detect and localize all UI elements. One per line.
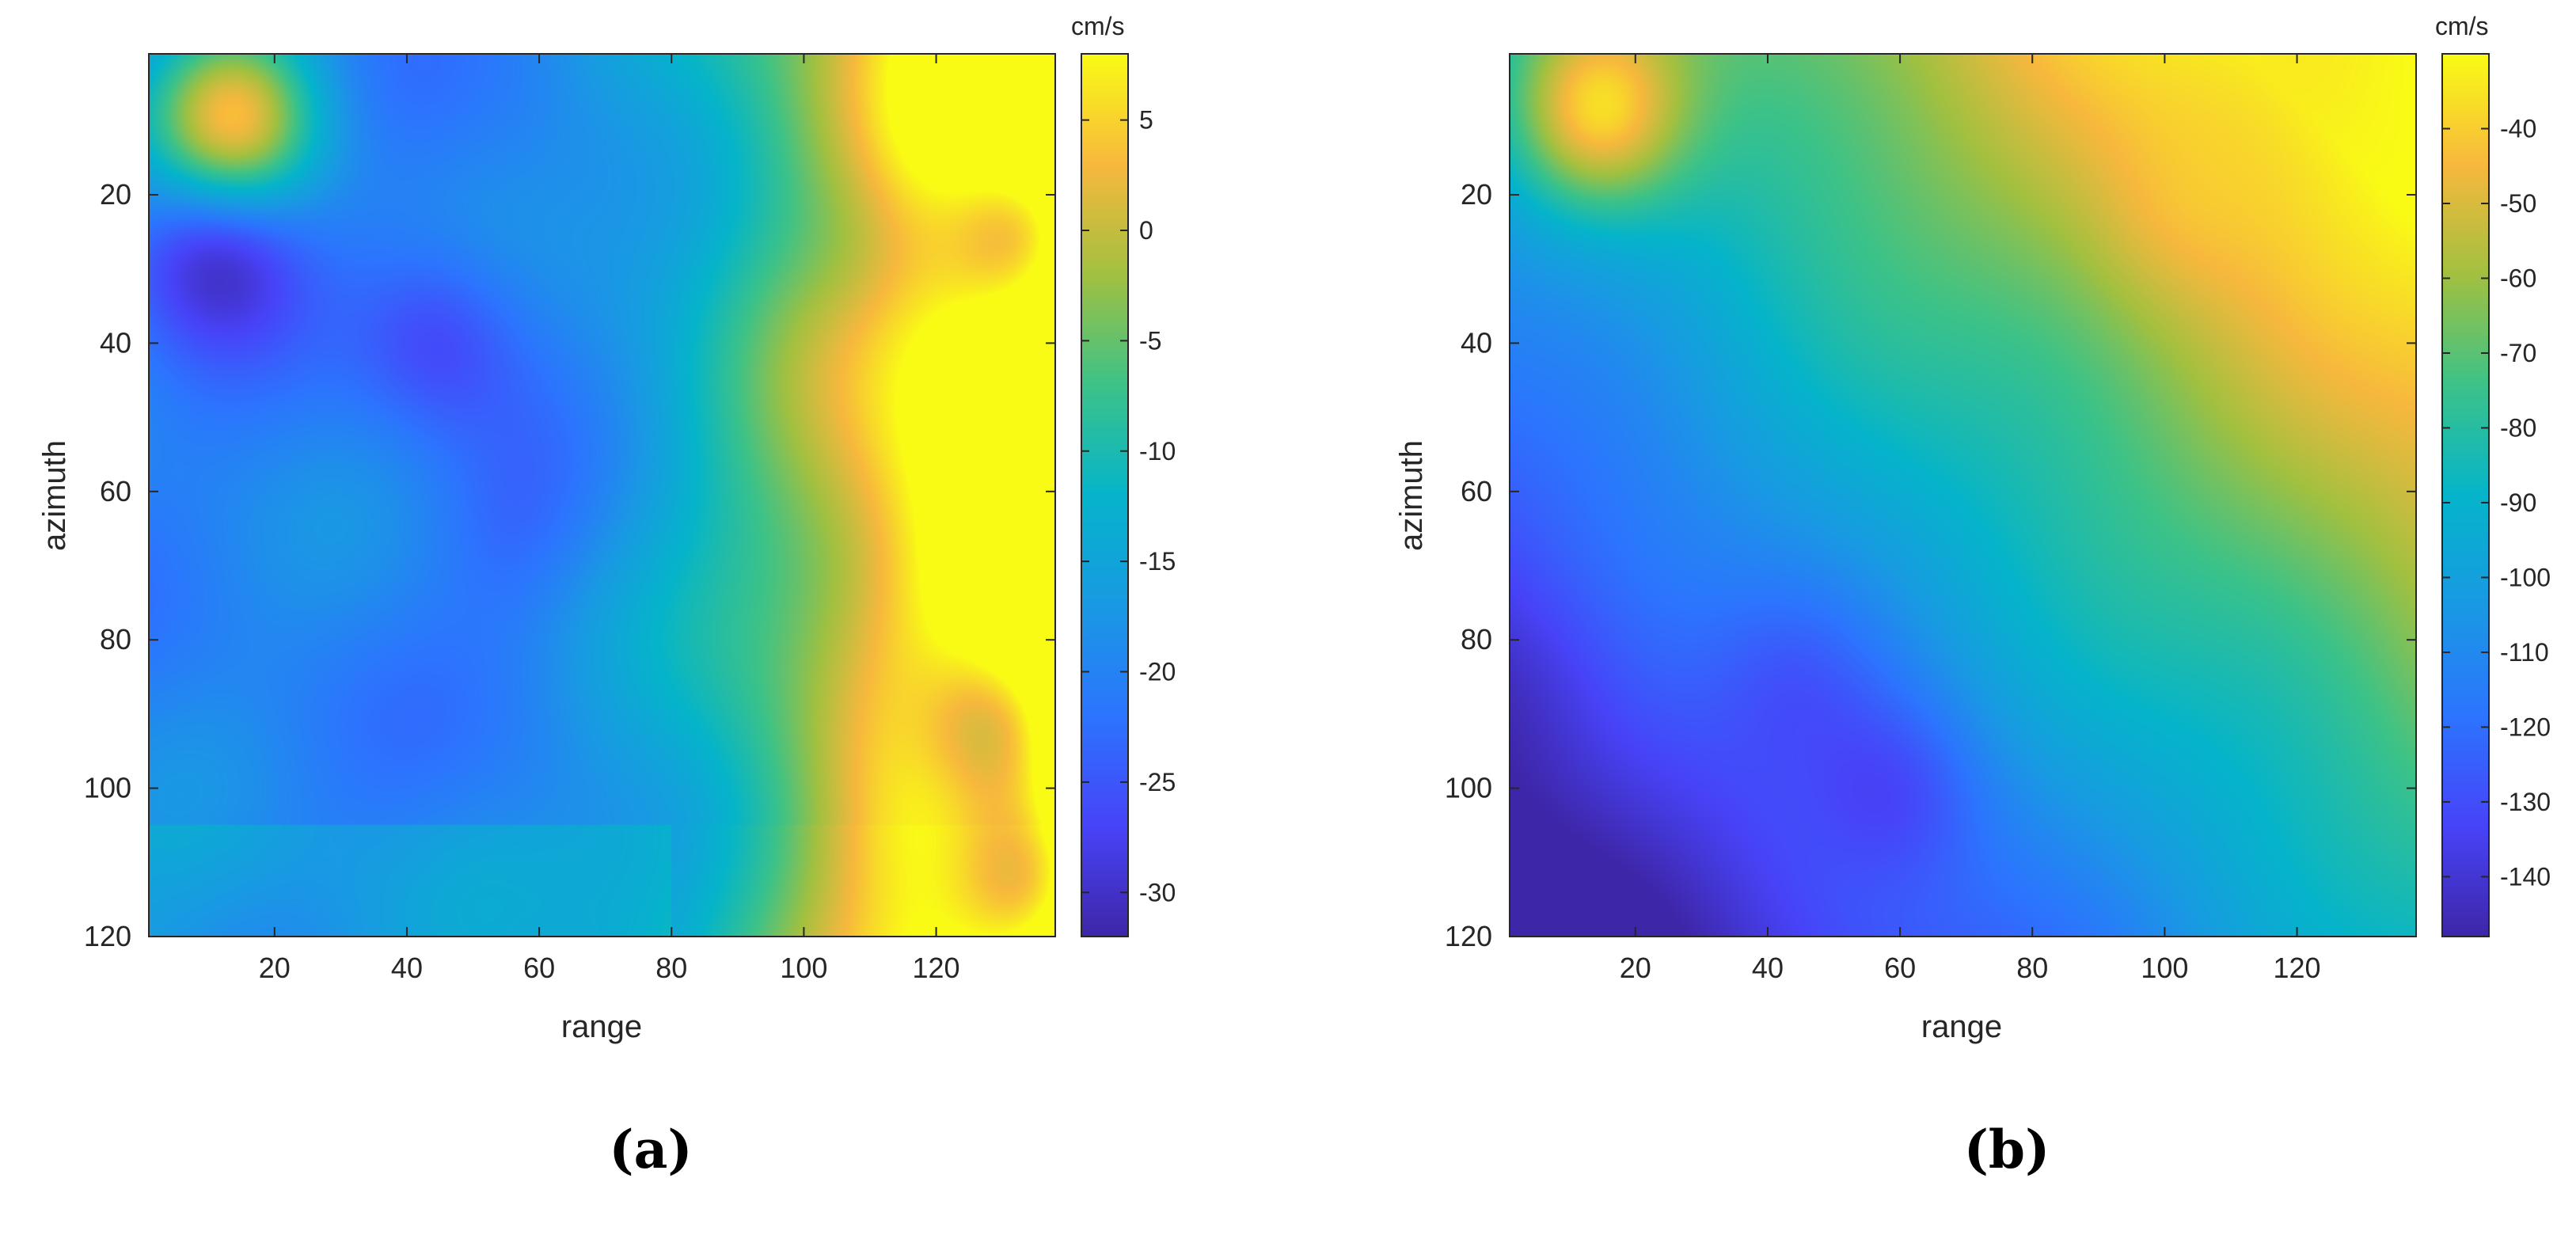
- y-tick-label: 80: [100, 623, 131, 656]
- x-tick-label: 80: [2016, 952, 2048, 984]
- colorbar-ticks-b: -40 -50 -60 -70 -80 -90 -100 -110 -120 -130 -140: [2442, 114, 2551, 891]
- colorbar-unit-a: cm/s: [1071, 12, 1125, 40]
- x-tick-label: 20: [1620, 952, 1651, 984]
- colorbar-tick-label: -80: [2500, 413, 2536, 442]
- colorbar-tick-label: -140: [2500, 862, 2551, 891]
- y-tick-label: 100: [1445, 772, 1492, 804]
- x-tick-label: 60: [523, 952, 555, 984]
- colorbar-tick-label: -120: [2500, 712, 2551, 741]
- colorbar-a: cm/s 5 0 -5 -10 -15 -20 -25 -30: [1071, 12, 1176, 937]
- axes-b: 20 40 60 80 100 120 20 40 60 80 100 120: [1445, 54, 2416, 984]
- colorbar-tick-label: -60: [2500, 264, 2536, 292]
- x-tick-label: 100: [780, 952, 827, 984]
- colorbar-tick-label: -90: [2500, 488, 2536, 517]
- y-tick-label: 80: [1461, 623, 1492, 656]
- colorbar-tick-label: -10: [1139, 437, 1176, 466]
- x-tick-label: 20: [259, 952, 291, 984]
- colorbar-unit-b: cm/s: [2435, 12, 2489, 40]
- colorbar-tick-label: -30: [1139, 878, 1176, 906]
- colorbar-tick-label: -5: [1139, 326, 1161, 355]
- y-tick-label: 120: [84, 920, 131, 952]
- colorbar-tick-label: 5: [1139, 106, 1153, 135]
- colorbar-tick-label: -130: [2500, 788, 2551, 816]
- y-tick-label: 40: [100, 326, 131, 359]
- y-axis-label-b: azimuth: [1394, 440, 1429, 551]
- colorbar-tick-label: -100: [2500, 563, 2551, 591]
- x-tick-label: 60: [1884, 952, 1916, 984]
- colorbar-tick-label: 0: [1139, 216, 1153, 245]
- y-axis-label-a: azimuth: [37, 440, 72, 551]
- x-axis-label-b: range: [1921, 1009, 2002, 1044]
- x-tick-label: 40: [391, 952, 423, 984]
- y-tick-label: 20: [100, 178, 131, 211]
- x-tick-label: 120: [913, 952, 960, 984]
- y-tick-label: 20: [1461, 178, 1492, 211]
- axes-a: 20 40 60 80 100 120 20 40 60 80 100 120: [84, 54, 1055, 984]
- x-axis-label-a: range: [561, 1009, 642, 1044]
- colorbar-ticks-a: 5 0 -5 -10 -15 -20 -25 -30: [1081, 106, 1176, 906]
- y-tick-label: 40: [1461, 326, 1492, 359]
- colorbar-tick-label: -15: [1139, 547, 1176, 576]
- caption-a: (a): [609, 1119, 692, 1180]
- caption-b: (b): [1964, 1119, 2050, 1180]
- colorbar-b: cm/s -40-50-60-70-80-90-100-110-120-130-…: [2435, 12, 2551, 937]
- panel-b: 20 40 60 80 100 120 20 40 60 80 100 120 cm/s -40 -50…: [1394, 12, 2551, 1180]
- x-tick-label: 80: [655, 952, 687, 984]
- panel-a: 20 40 60 80 100 120 20 40 60 80 100 120 cm/s 5 0 -5 -1…: [37, 12, 1176, 1180]
- colorbar-tick-label: -20: [1139, 658, 1176, 686]
- colorbar-tick-label: -25: [1139, 768, 1176, 796]
- x-tick-label: 100: [2141, 952, 2188, 984]
- y-tick-label: 120: [1445, 920, 1492, 952]
- y-tick-label: 100: [84, 772, 131, 804]
- colorbar-tick-label: -40: [2500, 114, 2536, 142]
- x-tick-label: 40: [1752, 952, 1784, 984]
- colorbar-tick-label: -110: [2500, 638, 2549, 667]
- colorbar-tick-label: -50: [2500, 189, 2536, 218]
- colorbar-tick-label: -70: [2500, 339, 2536, 367]
- heatmap-a: [148, 53, 1056, 937]
- x-tick-label: 120: [2274, 952, 2321, 984]
- heatmap-b: [1509, 53, 2417, 937]
- y-tick-label: 60: [100, 475, 131, 507]
- y-tick-label: 60: [1461, 475, 1492, 507]
